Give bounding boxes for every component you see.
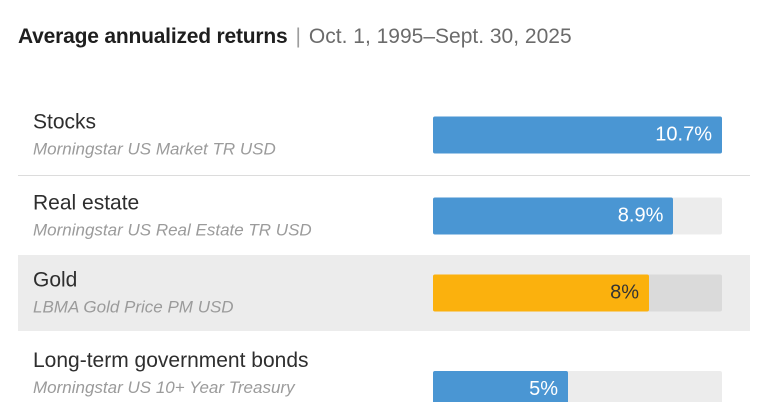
category-label: Real estate xyxy=(33,191,140,214)
bar-fill-real-estate: 8.9% xyxy=(433,197,674,234)
row-text-block: Long-term government bonds Morningstar US… xyxy=(33,348,309,399)
row-text-block: Real estate Morningstar US Real Estate TR… xyxy=(33,190,312,241)
bar-value-label: 10.7% xyxy=(655,123,712,146)
category-label: Long-term government bonds xyxy=(33,349,309,372)
bar-value-label: 8% xyxy=(610,281,640,304)
chart-row-long-term-government-bonds: Long-term government bonds Morningstar US… xyxy=(18,331,750,402)
row-text-block: Gold LBMA Gold Price PM USD xyxy=(33,268,234,319)
bar-track: 5% xyxy=(433,371,722,402)
row-text-block: Stocks Morningstar US Market TR USD xyxy=(33,110,276,161)
category-label: Stocks xyxy=(33,110,97,134)
title-separator: | xyxy=(295,25,301,48)
index-name-label: LBMA Gold Price PM USD xyxy=(33,297,234,317)
index-name-label: Morningstar US Market TR USD xyxy=(33,139,276,159)
bar-fill-stocks: 10.7% xyxy=(433,116,722,154)
chart-row-real-estate: Real estate Morningstar US Real Estate TR… xyxy=(18,175,750,255)
bar-chart-rows: Stocks Morningstar US Market TR USD 10.7% R… xyxy=(18,95,750,402)
index-name-label: Morningstar US 10+ Year Treasury xyxy=(33,378,295,397)
bar-value-label: 8.9% xyxy=(617,204,664,226)
index-name-label: Morningstar US Real Estate TR USD xyxy=(33,220,312,239)
bar-fill-long-term-government-bonds: 5% xyxy=(433,371,569,402)
chart-title-main: Average annualized returns xyxy=(18,25,288,48)
chart-title-period: Oct. 1, 1995–Sept. 30, 2025 xyxy=(308,25,572,48)
chart-row-stocks: Stocks Morningstar US Market TR USD 10.7% xyxy=(18,95,750,175)
bar-value-label: 5% xyxy=(529,378,559,400)
bar-track: 8% xyxy=(433,274,722,312)
chart-title: Average annualized returns | Oct. 1, 1995–… xyxy=(18,24,750,50)
bar-track: 8.9% xyxy=(433,197,722,234)
category-label: Gold xyxy=(33,268,78,292)
chart-row-gold: Gold LBMA Gold Price PM USD 8% xyxy=(18,255,750,331)
bar-fill-gold: 8% xyxy=(433,274,650,312)
bar-track: 10.7% xyxy=(433,116,722,154)
